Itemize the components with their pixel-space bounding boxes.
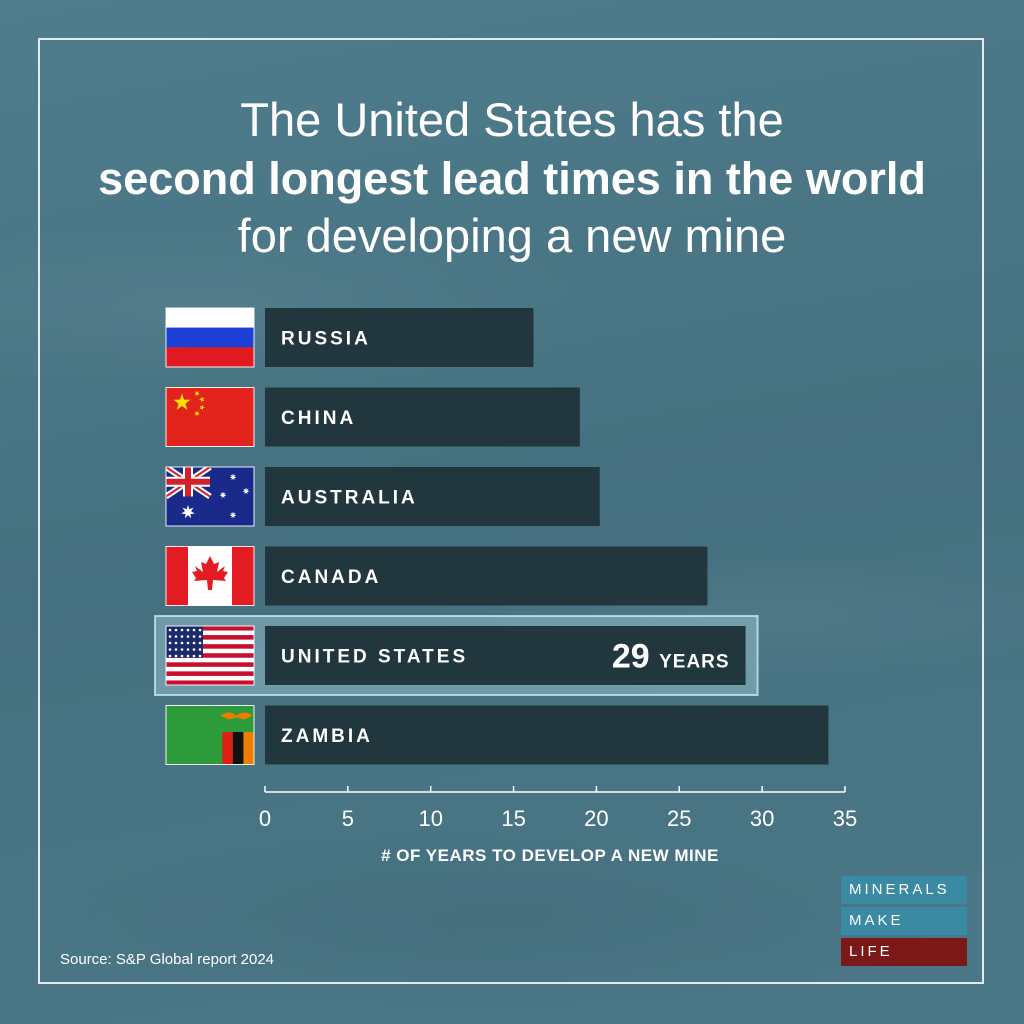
china-flag-icon xyxy=(165,387,255,447)
bar-label: UNITED STATES xyxy=(281,647,468,668)
x-tick-label: 35 xyxy=(833,806,857,831)
title-line-2: second longest lead times in the world xyxy=(98,153,926,204)
bar-label: CANADA xyxy=(281,567,381,588)
bar xyxy=(265,626,746,685)
bar xyxy=(265,387,580,447)
x-axis-label: # OF YEARS TO DEVELOP A NEW MINE xyxy=(381,846,719,865)
source-note: Source: S&P Global report 2024 xyxy=(60,951,275,968)
title-line-3: for developing a new mine xyxy=(237,209,787,262)
zambia-flag-icon xyxy=(165,705,255,765)
title-line-1: The United States has the xyxy=(240,93,784,146)
canada-flag-icon xyxy=(165,546,255,606)
russia-flag-icon xyxy=(165,307,255,368)
bar xyxy=(265,705,829,765)
logo-line-3: LIFE xyxy=(841,938,967,966)
united-states-flag-icon xyxy=(165,625,255,686)
bar-label: ZAMBIA xyxy=(281,726,373,747)
bar xyxy=(265,546,708,606)
bar-row-zambia: ZAMBIA xyxy=(165,705,829,765)
logo-line-2: MAKE xyxy=(841,907,967,935)
highlight-value-label: 29 YEARS xyxy=(612,638,730,676)
x-tick-label: 15 xyxy=(501,806,525,831)
border-frame xyxy=(38,38,984,984)
bar-label: RUSSIA xyxy=(281,329,371,350)
minerals-make-life-logo: MINERALS MAKE LIFE xyxy=(841,876,967,966)
x-tick-label: 30 xyxy=(750,806,774,831)
bar xyxy=(265,308,534,367)
bar-row-australia: AUSTRALIA xyxy=(165,466,600,527)
x-tick-label: 5 xyxy=(342,806,354,831)
x-tick-label: 25 xyxy=(667,806,691,831)
bar xyxy=(265,467,600,526)
bar-row-china: CHINA xyxy=(165,387,580,447)
x-tick-label: 10 xyxy=(418,806,442,831)
bar-row-russia: RUSSIA xyxy=(165,307,534,368)
bar-label: CHINA xyxy=(281,408,356,429)
bar-row-united-states: UNITED STATES 29 YEARS xyxy=(154,615,759,696)
logo-line-1: MINERALS xyxy=(841,876,967,904)
bar-label: AUSTRALIA xyxy=(281,488,418,509)
australia-flag-icon xyxy=(165,466,255,527)
x-tick-label: 20 xyxy=(584,806,608,831)
bar-row-canada: CANADA xyxy=(165,546,708,606)
x-tick-label: 0 xyxy=(259,806,271,831)
